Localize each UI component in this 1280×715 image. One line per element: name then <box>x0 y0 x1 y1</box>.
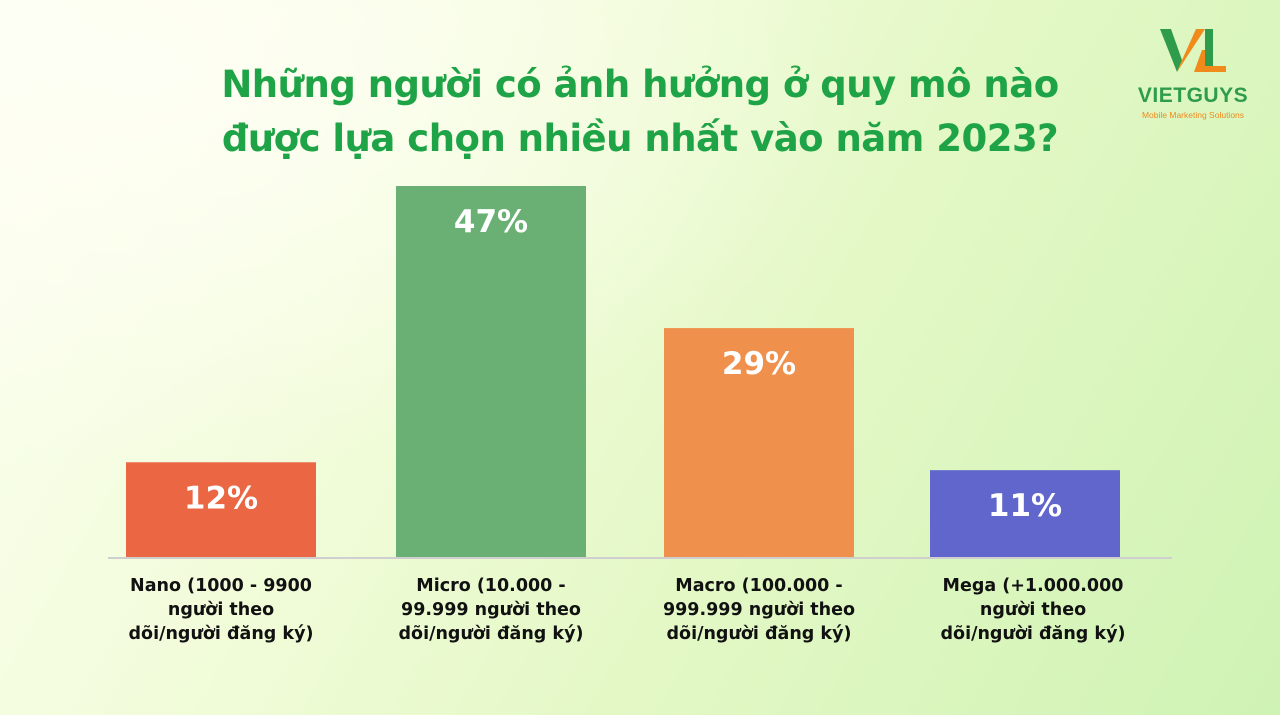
chart-title: Những người có ảnh hưởng ở quy mô nào đư… <box>140 58 1140 166</box>
bar-mega <box>930 470 1120 557</box>
logo-tagline: Mobile Marketing Solutions <box>1141 110 1245 120</box>
category-label-mega: Mega (+1.000.000 người theo dõi/người đăng… <box>923 574 1143 646</box>
vl-logo-icon <box>1160 29 1226 72</box>
bar-micro <box>396 186 586 557</box>
bar-value-label-nano: 12% <box>184 480 258 516</box>
vietguys-logo: VIETGUYS Mobile Marketing Solutions <box>1128 26 1258 122</box>
chart-title-line-2: được lựa chọn nhiều nhất vào năm 2023? <box>221 117 1059 160</box>
category-label-line: dõi/người đăng ký) <box>398 624 584 644</box>
chart-title-line-1: Những người có ảnh hưởng ở quy mô nào <box>221 63 1059 106</box>
category-label-line: Nano (1000 - 9900 <box>130 576 312 596</box>
category-label-macro: Macro (100.000 - 999.999 người theo dõi/ng… <box>649 574 869 646</box>
bar-value-label-mega: 11% <box>988 488 1062 524</box>
bar-nano <box>126 462 316 557</box>
bars-group: 12% 47% 29% 11% <box>126 186 1120 557</box>
category-label-line: người theo <box>167 600 275 620</box>
bar-macro <box>664 328 854 557</box>
logo-name: VIETGUYS <box>1137 84 1249 107</box>
category-label-line: 99.999 người theo <box>401 600 581 620</box>
category-label-line: dõi/người đăng ký) <box>128 624 314 644</box>
category-label-line: dõi/người đăng ký) <box>666 624 852 644</box>
category-label-line: người theo <box>979 600 1087 620</box>
category-label-line: 999.999 người theo <box>662 600 856 620</box>
category-label-line: Mega (+1.000.000 <box>942 576 1124 596</box>
category-label-line: Micro (10.000 - <box>416 576 566 596</box>
category-label-nano: Nano (1000 - 9900 người theo dõi/người đăn… <box>111 574 331 646</box>
category-label-micro: Micro (10.000 - 99.999 người theo dõi/ngườ… <box>381 574 601 646</box>
bar-value-label-macro: 29% <box>722 346 796 382</box>
bar-value-label-micro: 47% <box>454 204 528 240</box>
category-label-line: dõi/người đăng ký) <box>940 624 1126 644</box>
category-label-line: Macro (100.000 - <box>675 576 843 596</box>
